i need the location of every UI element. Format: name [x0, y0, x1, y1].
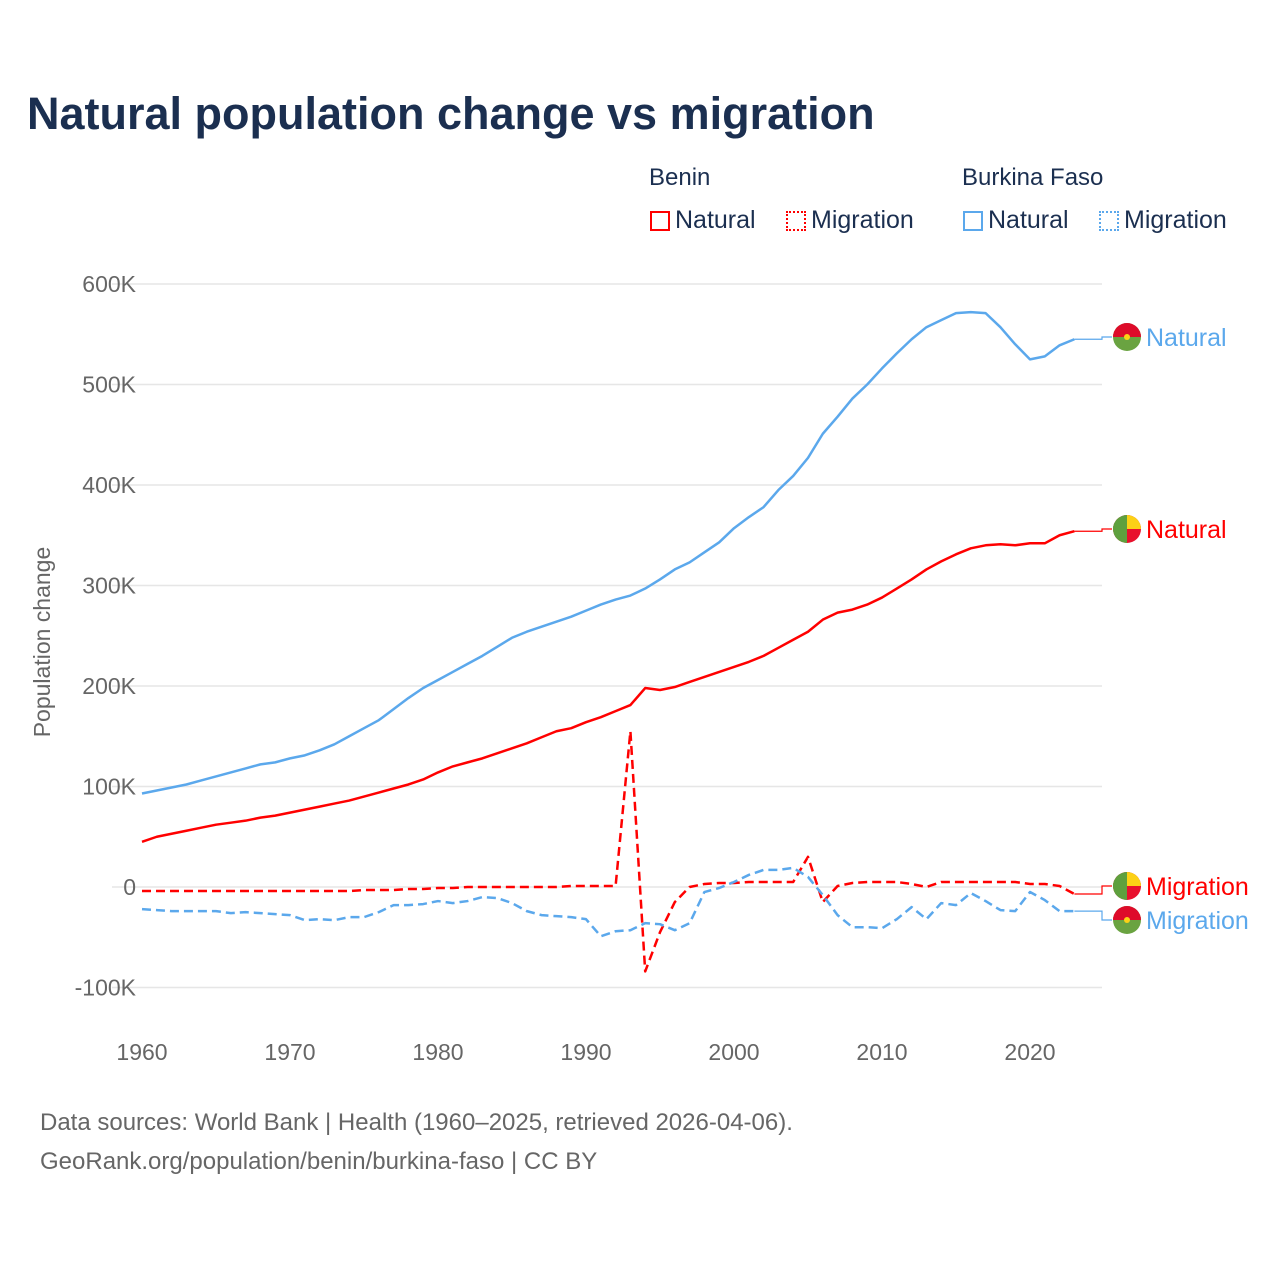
x-tick-label: 1990 — [560, 1039, 611, 1065]
y-tick-label: 600K — [82, 271, 136, 297]
series-line-0 — [141, 310, 1075, 795]
star-icon — [1124, 334, 1130, 340]
dotted-swatch-icon — [786, 210, 806, 231]
series-end-label: Migration — [1146, 873, 1249, 901]
label-connector — [1074, 528, 1112, 532]
series-line-2 — [142, 729, 1075, 973]
legend-label: Migration — [811, 206, 914, 234]
benin-flag-icon-green — [1113, 872, 1127, 900]
legend-benin-migration[interactable]: Migration — [786, 206, 914, 235]
x-tick-label: 1980 — [412, 1039, 463, 1065]
solid-swatch-icon — [650, 210, 670, 231]
legend-label: Natural — [675, 206, 756, 234]
star-icon — [1124, 917, 1130, 923]
series-line-3 — [141, 866, 1075, 938]
x-tick-label: 1970 — [264, 1039, 315, 1065]
y-tick-label: 200K — [82, 673, 136, 699]
x-tick-label: 1960 — [116, 1039, 167, 1065]
x-tick-label: 2020 — [1004, 1039, 1055, 1065]
burkina-faso-flag-icon-red — [1113, 323, 1141, 337]
y-tick-label: 100K — [82, 774, 136, 800]
label-connector — [1074, 885, 1112, 895]
series-end-label: Natural — [1146, 516, 1227, 544]
x-tick-label: 2000 — [708, 1039, 759, 1065]
legend-group-burkina-faso: Burkina Faso — [962, 164, 1104, 191]
legend-label: Natural — [988, 206, 1069, 234]
y-tick-label: -100K — [75, 975, 137, 1001]
series-end-label: Natural — [1146, 324, 1227, 352]
legend-burkina-migration[interactable]: Migration — [1099, 206, 1227, 235]
series-line-1 — [141, 530, 1075, 843]
label-connector — [1074, 910, 1112, 921]
benin-flag-icon-yellow — [1127, 515, 1141, 529]
solid-swatch-icon — [963, 210, 983, 231]
label-connector — [1074, 336, 1112, 340]
y-tick-label: 0 — [123, 874, 136, 900]
legend-benin-natural[interactable]: Natural — [650, 206, 756, 235]
legend-label: Migration — [1124, 206, 1227, 234]
y-tick-label: 500K — [82, 372, 136, 398]
y-tick-label: 400K — [82, 472, 136, 498]
benin-flag-icon-yellow — [1127, 872, 1141, 886]
dotted-swatch-icon — [1099, 210, 1119, 231]
x-tick-label: 2010 — [856, 1039, 907, 1065]
y-tick-label: 300K — [82, 573, 136, 599]
y-axis-label: Population change — [29, 547, 55, 738]
legend-burkina-natural[interactable]: Natural — [963, 206, 1069, 235]
legend-group-benin: Benin — [649, 164, 711, 191]
benin-flag-icon-green — [1113, 515, 1127, 543]
footer-sources: Data sources: World Bank | Health (1960–… — [40, 1109, 793, 1136]
series-end-label: Migration — [1146, 907, 1249, 935]
burkina-faso-flag-icon-red — [1113, 906, 1141, 920]
chart-title: Natural population change vs migration — [27, 88, 875, 139]
footer-link[interactable]: GeoRank.org/population/benin/burkina-fas… — [40, 1148, 598, 1175]
